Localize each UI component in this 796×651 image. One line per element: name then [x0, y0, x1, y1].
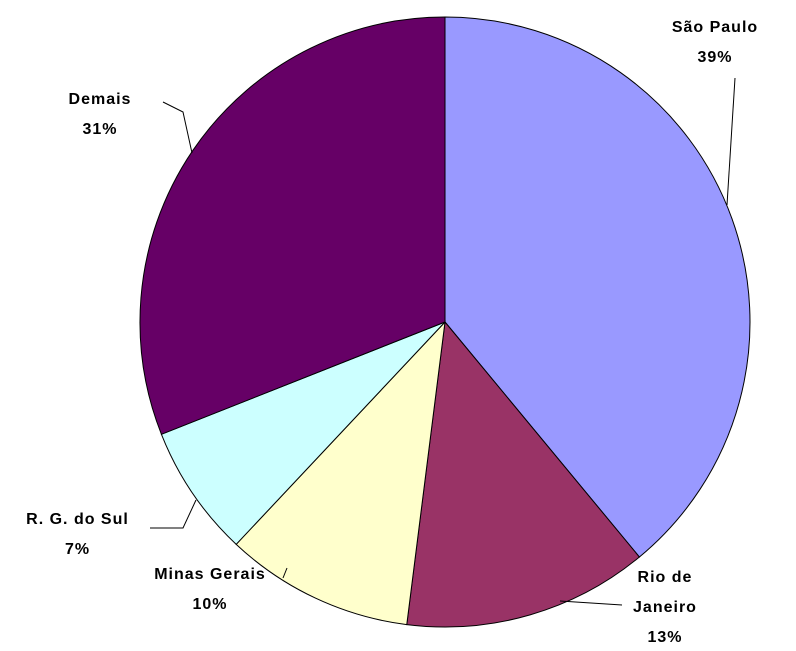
- pie-slice: [235, 320, 446, 626]
- slice-label: Minas Gerais 10%: [125, 560, 295, 620]
- value-label: 13%: [647, 629, 683, 646]
- value-label: 10%: [192, 596, 228, 613]
- slice-label: Rio de Janeiro 13%: [615, 563, 715, 651]
- slice-label: São Paulo 39%: [655, 13, 775, 73]
- category-label: São Paulo: [671, 19, 759, 36]
- slice-label: R. G. do Sul 7%: [5, 505, 150, 565]
- leader-line: [162, 101, 193, 154]
- leader-line: [282, 567, 288, 579]
- slice-label: Demais 31%: [40, 85, 160, 145]
- pie-slice: [139, 16, 446, 435]
- category-label: Rio de Janeiro: [633, 569, 697, 616]
- pie-slice: [406, 320, 641, 628]
- pie-slice: [444, 16, 751, 558]
- category-label: Demais: [68, 91, 132, 108]
- value-label: 31%: [82, 121, 118, 138]
- value-label: 7%: [64, 541, 91, 558]
- pie-slice: [160, 321, 446, 546]
- leader-line: [150, 499, 197, 529]
- value-label: 39%: [697, 49, 733, 66]
- leader-line: [726, 77, 736, 206]
- category-label: R. G. do Sul: [26, 511, 129, 528]
- category-label: Minas Gerais: [154, 566, 266, 583]
- leader-line: [559, 600, 623, 606]
